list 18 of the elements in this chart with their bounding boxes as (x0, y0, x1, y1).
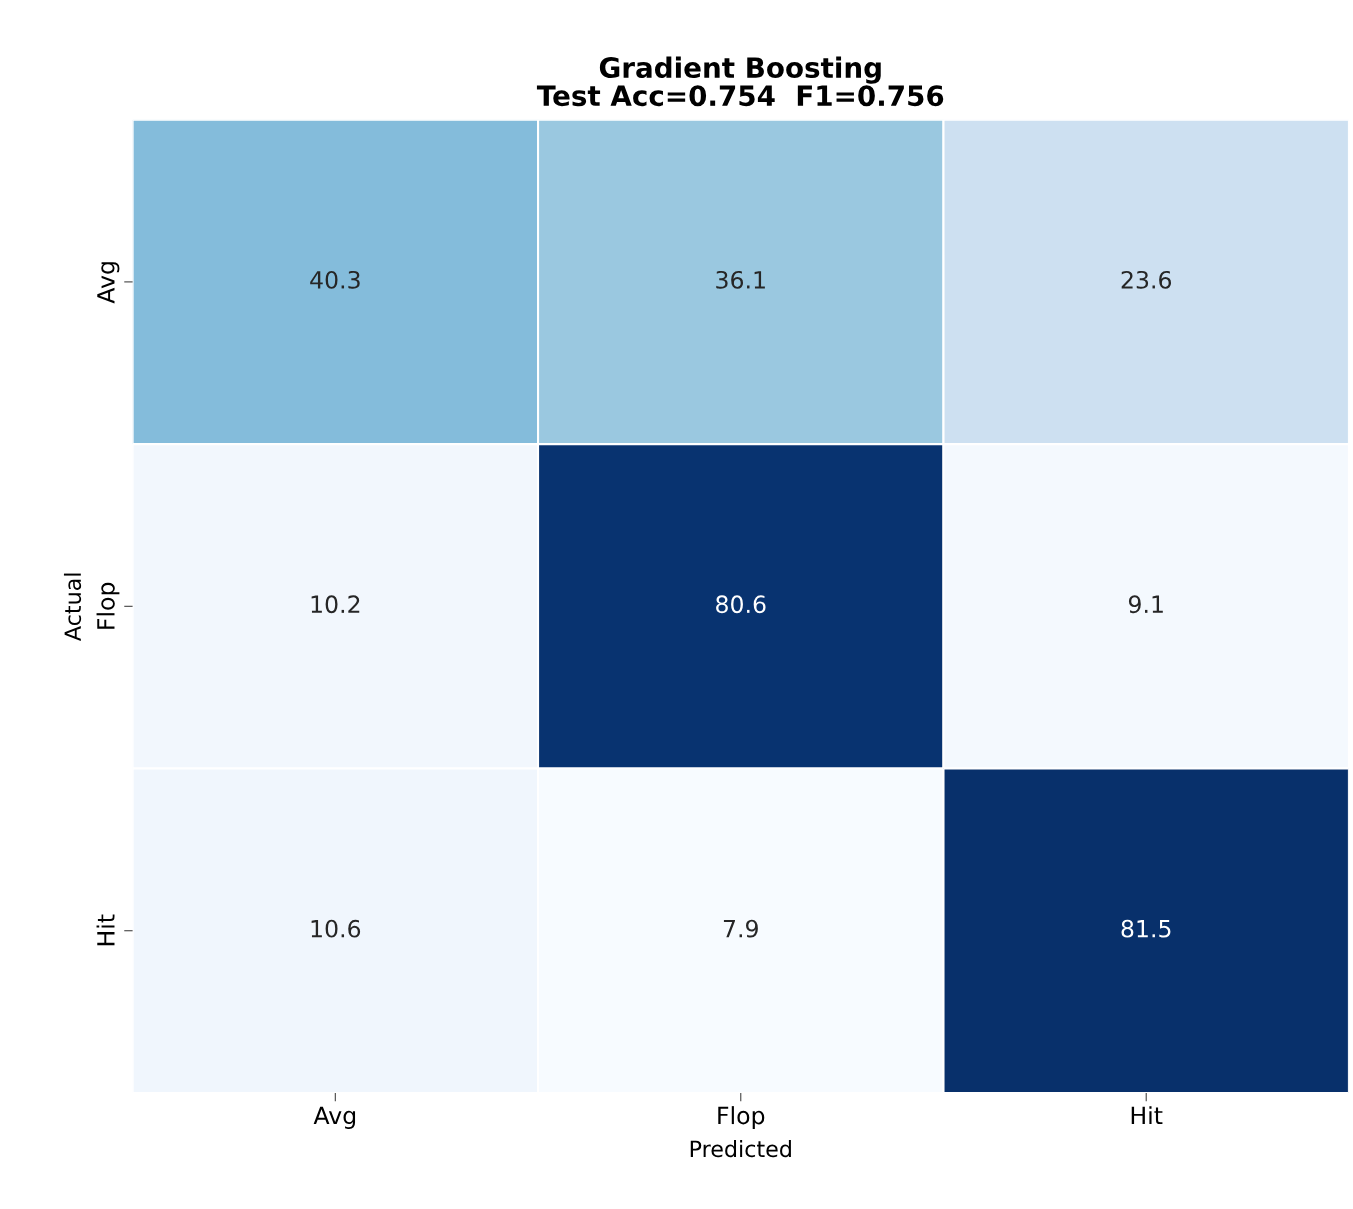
data-label: 36.1 (716, 270, 765, 289)
data-label: 80.6 (716, 595, 766, 614)
data-label: 40.3 (310, 270, 360, 289)
x-axis-title: Predicted (690, 1140, 791, 1158)
x-tick-label: Hit (1131, 1106, 1163, 1125)
y-tick-label: Avg (97, 262, 120, 304)
x-tick-label: Avg (313, 1106, 356, 1129)
data-label: 81.5 (1121, 919, 1171, 938)
y-tick-label: Flop (96, 582, 120, 629)
y-axis-title: Actual (63, 573, 82, 641)
y-tick-label: Hit (96, 914, 115, 946)
chart-title: Gradient Boosting Test Acc=0.754 F1=0.756 (536, 56, 944, 107)
data-label: 9.1 (1128, 595, 1163, 614)
data-label: 10.6 (311, 919, 361, 938)
x-tick-label: Flop (718, 1106, 765, 1129)
data-label: 7.9 (723, 919, 758, 938)
data-label: 10.2 (311, 595, 360, 614)
data-label: 23.6 (1121, 270, 1172, 289)
